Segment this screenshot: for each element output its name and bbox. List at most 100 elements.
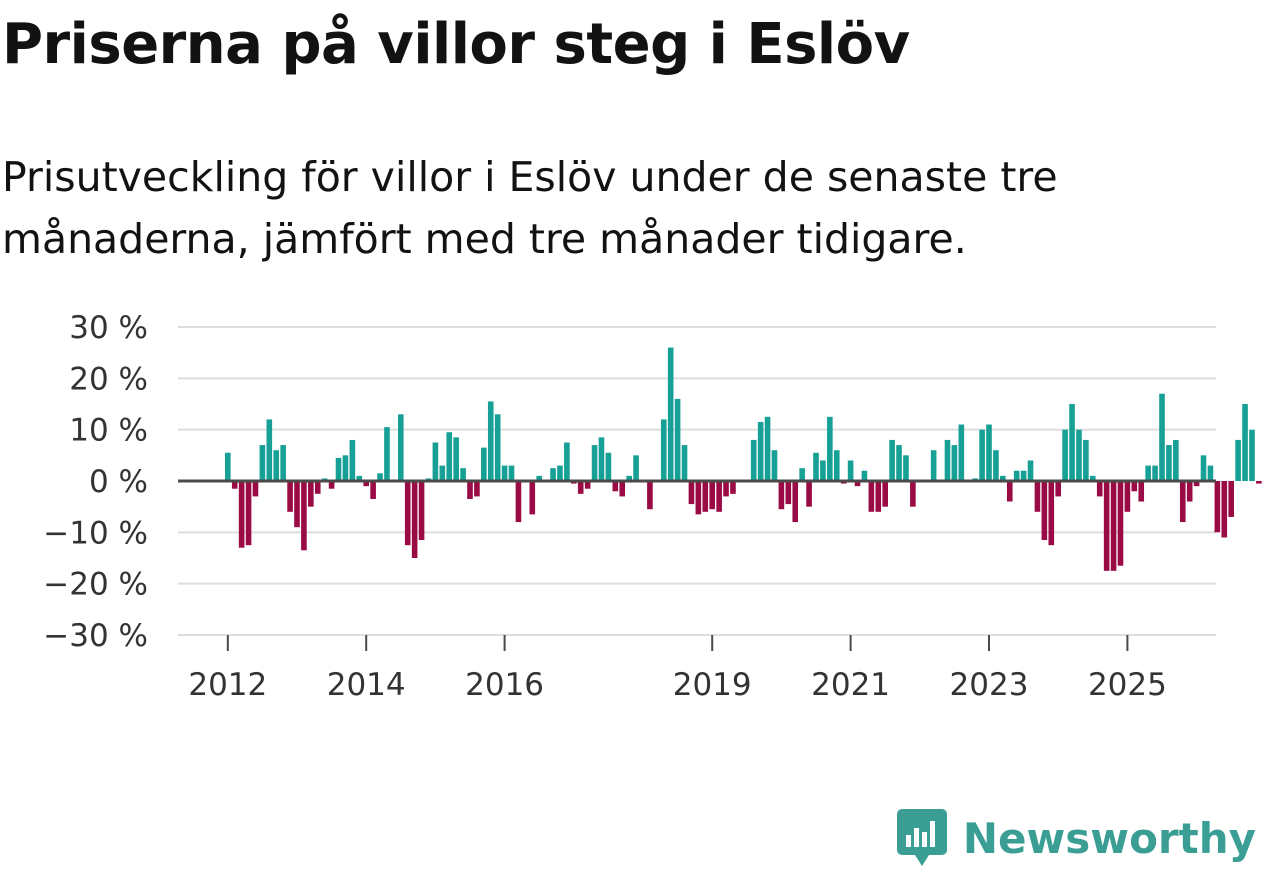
chart-subtitle: Prisutveckling för villor i Eslöv under … — [2, 153, 1058, 263]
bars — [225, 347, 1262, 571]
bar-positive — [349, 439, 356, 481]
bar-negative — [467, 481, 473, 499]
bar-negative — [308, 481, 314, 507]
bar-positive — [384, 427, 390, 481]
bar-positive — [1020, 470, 1027, 481]
bar-positive — [1173, 439, 1179, 481]
bar-positive — [764, 416, 771, 481]
bar-positive — [799, 468, 805, 481]
bar-negative — [1055, 481, 1061, 497]
bar-positive — [1083, 439, 1089, 481]
bar-negative — [1179, 481, 1186, 523]
bar-negative — [702, 481, 709, 512]
bar-positive — [494, 414, 501, 481]
bar-positive — [481, 447, 487, 481]
bar-positive — [280, 445, 286, 481]
bar-chart: 30 %20 %10 %0 %−10 %−20 %−30 % 2012 2014 2… — [43, 310, 1262, 703]
bar-negative — [1006, 481, 1013, 502]
bar-negative — [619, 481, 626, 497]
bar-positive — [1152, 465, 1158, 481]
bar-positive — [508, 465, 515, 481]
bar-negative — [868, 481, 875, 512]
y-tick-label: −30 % — [43, 618, 148, 654]
bar-positive — [398, 414, 404, 481]
bar-negative — [294, 481, 300, 528]
bar-positive — [335, 457, 342, 481]
bar-negative — [328, 481, 335, 489]
bar-positive — [1145, 465, 1151, 481]
y-tick-label: −10 % — [43, 515, 148, 551]
bar-positive — [591, 445, 598, 481]
bar-positive — [757, 421, 764, 481]
bar-positive — [820, 460, 826, 481]
bar-negative — [785, 481, 792, 505]
bar-positive — [536, 475, 542, 481]
bar-negative — [404, 481, 411, 546]
newsworthy-logo: Newsworthy — [896, 809, 1256, 867]
bar-positive — [266, 419, 273, 481]
bar-negative — [1110, 481, 1117, 571]
y-tick-label: 10 % — [69, 413, 148, 449]
newsworthy-logo-icon — [896, 809, 947, 866]
bar-negative — [577, 481, 584, 494]
y-tick-label: 30 % — [69, 310, 148, 346]
bar-positive — [598, 437, 605, 481]
bar-positive — [356, 475, 363, 481]
bar-negative — [806, 481, 812, 507]
bar-negative — [709, 481, 715, 510]
bar-negative — [287, 481, 293, 512]
bar-positive — [833, 450, 840, 481]
bar-negative — [1096, 481, 1103, 497]
bar-negative — [238, 481, 245, 548]
bar-positive — [1000, 475, 1006, 481]
y-tick-label: 0 % — [89, 464, 148, 500]
x-axis-ticks: 2012 2014 2016 2019 2021 2023 2025 — [188, 635, 1167, 703]
bar-positive — [660, 419, 667, 481]
bar-negative — [363, 481, 369, 487]
bar-negative — [1214, 481, 1221, 533]
bar-positive — [827, 416, 833, 481]
bar-positive — [896, 445, 902, 481]
bar-negative — [875, 481, 882, 512]
bar-negative — [730, 481, 736, 494]
bar-negative — [1228, 481, 1234, 517]
bar-positive — [501, 465, 508, 481]
bar-positive — [439, 465, 446, 481]
bar-positive — [813, 452, 819, 481]
chart-title: Priserna på villor steg i Eslöv — [2, 12, 910, 77]
bar-positive — [550, 468, 556, 481]
bar-positive — [225, 452, 231, 481]
bar-negative — [1186, 481, 1193, 502]
bar-positive — [986, 424, 992, 481]
bar-negative — [612, 481, 619, 492]
bar-positive — [1062, 429, 1068, 481]
bar-negative — [688, 481, 695, 505]
bar-positive — [432, 442, 439, 481]
bar-positive — [460, 468, 466, 481]
bar-negative — [1103, 481, 1110, 571]
bar-negative — [314, 481, 321, 494]
bar-positive — [1249, 429, 1255, 481]
bar-negative — [1193, 481, 1200, 487]
bar-negative — [792, 481, 799, 523]
y-axis-ticks: 30 % 20 % 10 % 0 % −10 % −20 % −30 % — [43, 310, 148, 654]
bar-positive — [273, 450, 280, 481]
x-tick-label: 2021 — [811, 667, 890, 703]
bar-positive — [847, 460, 854, 481]
bar-negative — [1048, 481, 1055, 546]
bar-negative — [882, 481, 888, 507]
bar-positive — [1200, 455, 1207, 481]
x-tick-label: 2016 — [465, 667, 544, 703]
bar-positive — [487, 401, 494, 481]
bar-negative — [778, 481, 785, 510]
bar-positive — [557, 465, 563, 481]
bar-negative — [1131, 481, 1138, 492]
bar-negative — [245, 481, 252, 546]
bar-negative — [370, 481, 376, 499]
bar-negative — [411, 481, 418, 558]
bar-negative — [1138, 481, 1145, 502]
bar-negative — [647, 481, 653, 510]
bar-positive — [633, 455, 639, 481]
bar-positive — [771, 450, 778, 481]
bar-negative — [910, 481, 916, 507]
